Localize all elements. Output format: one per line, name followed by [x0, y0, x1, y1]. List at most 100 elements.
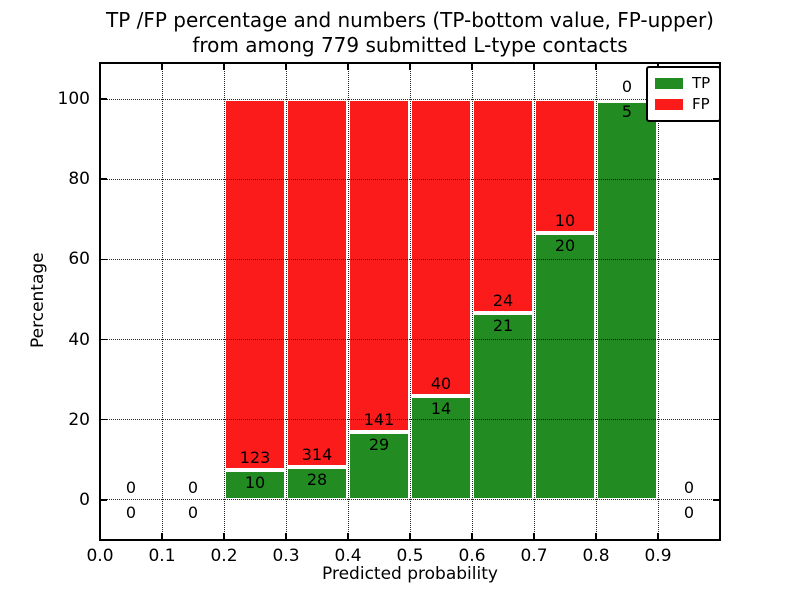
fp-count-label: 123: [239, 447, 271, 467]
gridline-vertical: [533, 63, 535, 540]
legend-item: TP: [655, 73, 710, 94]
legend: TP FP: [646, 66, 722, 122]
tp-count-label: 21: [492, 315, 514, 335]
x-tick-label: 0.0: [86, 546, 114, 566]
x-tick-top: [471, 64, 473, 70]
y-tick-right: [713, 338, 719, 341]
x-tick-top: [533, 64, 535, 70]
fp-count-label: 0: [683, 477, 695, 497]
gridline-horizontal: [100, 178, 720, 180]
y-tick-left: [101, 258, 107, 261]
x-tick-bottom: [595, 533, 597, 539]
fp-bar-segment: [348, 99, 410, 432]
fp-count-label: 24: [492, 290, 514, 310]
y-tick-right: [713, 178, 719, 180]
gridline-horizontal: [100, 419, 720, 421]
x-tick-top: [161, 64, 163, 70]
fp-count-label: 10: [554, 210, 576, 230]
x-tick-top: [347, 64, 349, 70]
tp-count-label: 0: [187, 502, 199, 522]
x-tick-bottom: [99, 533, 101, 539]
gridline-vertical: [471, 63, 473, 540]
tp-bar-segment: [534, 232, 596, 500]
x-tick-label: 0.5: [396, 546, 424, 566]
gridline-vertical: [595, 63, 597, 540]
fp-count-label: 0: [125, 477, 137, 497]
tp-bar-segment: [348, 431, 410, 500]
chart-title-line2: from among 779 submitted L-type contacts: [192, 33, 628, 57]
y-tick-right: [713, 499, 719, 501]
x-tick-bottom: [657, 533, 659, 539]
tp-bar-segment: [410, 395, 472, 500]
chart-title: TP /FP percentage and numbers (TP-bottom…: [100, 8, 720, 58]
x-tick-top: [409, 64, 411, 70]
fp-bar-segment: [534, 99, 596, 233]
axis-spine-right: [719, 62, 721, 541]
x-tick-bottom: [347, 533, 349, 539]
y-tick-label: 0: [79, 489, 90, 510]
tp-count-label: 28: [306, 470, 328, 490]
y-tick-label: 80: [68, 169, 90, 190]
x-tick-bottom: [161, 533, 163, 539]
gridline-horizontal: [100, 98, 720, 100]
fp-count-label: 0: [187, 477, 199, 497]
x-tick-top: [595, 64, 597, 70]
y-tick-left: [101, 499, 107, 501]
axis-spine-bottom: [99, 539, 721, 541]
legend-label: TP: [692, 74, 711, 92]
fp-count-label: 0: [621, 77, 633, 97]
x-tick-label: 0.2: [210, 546, 238, 566]
fp-bar-segment: [286, 99, 348, 468]
gridline-horizontal: [100, 499, 720, 501]
fp-bar-segment: [224, 99, 286, 470]
x-tick-bottom: [223, 533, 225, 539]
tp-count-label: 29: [368, 434, 390, 454]
legend-item: FP: [655, 94, 710, 115]
gridline-vertical: [409, 63, 411, 540]
x-axis-label: Predicted probability: [322, 564, 498, 584]
fp-count-label: 141: [363, 409, 395, 429]
tp-count-label: 5: [621, 102, 633, 122]
tp-count-label: 10: [244, 472, 266, 492]
y-tick-right: [713, 418, 719, 421]
x-tick-bottom: [533, 533, 535, 539]
axis-spine-left: [99, 62, 101, 541]
y-tick-right: [713, 258, 719, 261]
y-tick-label: 60: [68, 249, 90, 270]
tp-count-label: 20: [554, 235, 576, 255]
x-tick-label: 0.7: [520, 546, 548, 566]
gridline-vertical: [285, 63, 287, 540]
fp-count-label: 40: [430, 373, 452, 393]
gridline-vertical: [347, 63, 349, 540]
x-tick-label: 0.8: [582, 546, 610, 566]
x-tick-top: [223, 64, 225, 70]
x-tick-top: [99, 64, 101, 70]
x-tick-top: [285, 64, 287, 70]
plot-area: 0 0 0 0 123 10 314 28 141 29 40 14 24 21 10 20 0 5 0 0: [99, 62, 721, 541]
y-tick-label: 100: [57, 89, 90, 110]
gridline-vertical: [657, 63, 659, 540]
fp-bar-segment: [472, 99, 534, 313]
tp-count-label: 0: [125, 502, 137, 522]
legend-label: FP: [692, 95, 710, 113]
x-tick-bottom: [285, 533, 287, 539]
fp-count-label: 314: [301, 445, 333, 465]
x-tick-label: 0.9: [644, 546, 672, 566]
tp-count-label: 14: [430, 398, 452, 418]
y-tick-label: 20: [68, 409, 90, 430]
tp-count-label: 0: [683, 502, 695, 522]
y-tick-left: [101, 98, 107, 100]
tp-bar-segment: [286, 467, 348, 500]
chart-title-line1: TP /FP percentage and numbers (TP-bottom…: [106, 8, 714, 32]
gridline-vertical: [161, 63, 163, 540]
x-tick-label: 0.6: [458, 546, 486, 566]
x-tick-label: 0.3: [272, 546, 300, 566]
legend-swatch-tp: [655, 78, 683, 89]
y-tick-left: [101, 338, 107, 341]
y-tick-label: 40: [68, 329, 90, 350]
x-tick-bottom: [409, 533, 411, 539]
tp-bar-segment: [472, 312, 534, 500]
x-tick-label: 0.4: [334, 546, 362, 566]
fp-bar-segment: [410, 99, 472, 396]
